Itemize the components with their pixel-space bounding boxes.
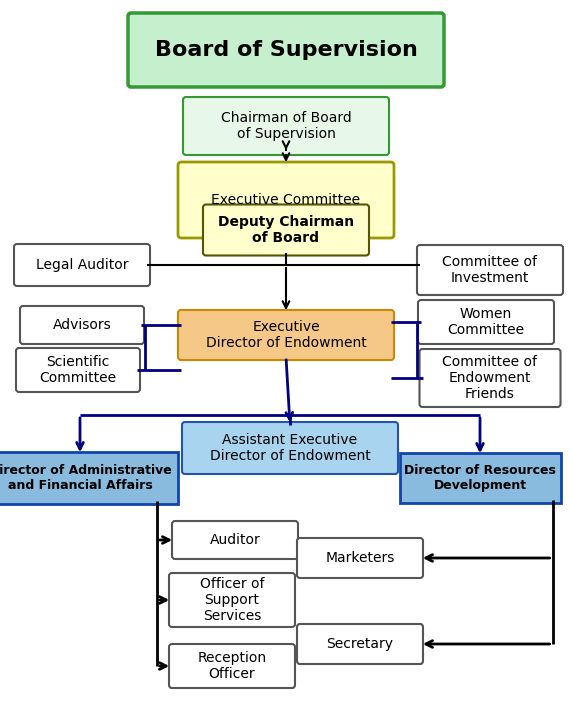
FancyBboxPatch shape <box>169 644 295 688</box>
FancyBboxPatch shape <box>400 453 561 503</box>
FancyBboxPatch shape <box>418 300 554 344</box>
FancyBboxPatch shape <box>183 97 389 155</box>
FancyBboxPatch shape <box>178 162 394 238</box>
FancyBboxPatch shape <box>417 245 563 295</box>
FancyBboxPatch shape <box>169 573 295 627</box>
Text: Marketers: Marketers <box>325 551 395 565</box>
Text: Scientific
Committee: Scientific Committee <box>39 355 116 385</box>
Text: Executive Committee: Executive Committee <box>211 193 360 207</box>
Text: Assistant Executive
Director of Endowment: Assistant Executive Director of Endowmen… <box>210 433 371 463</box>
Text: Deputy Chairman
of Board: Deputy Chairman of Board <box>218 215 354 245</box>
FancyBboxPatch shape <box>128 13 444 87</box>
FancyBboxPatch shape <box>0 452 178 504</box>
FancyBboxPatch shape <box>178 310 394 360</box>
Text: Director of Resources
Development: Director of Resources Development <box>404 464 556 492</box>
FancyBboxPatch shape <box>297 624 423 664</box>
FancyBboxPatch shape <box>203 205 369 255</box>
Text: Secretary: Secretary <box>327 637 393 651</box>
FancyBboxPatch shape <box>14 244 150 286</box>
Text: Executive
Director of Endowment: Executive Director of Endowment <box>206 320 367 350</box>
FancyBboxPatch shape <box>182 422 398 474</box>
FancyBboxPatch shape <box>420 349 561 407</box>
Text: Director of Administrative
and Financial Affairs: Director of Administrative and Financial… <box>0 464 171 492</box>
FancyBboxPatch shape <box>20 306 144 344</box>
Text: Officer of
Support
Services: Officer of Support Services <box>200 577 264 624</box>
Text: Committee of
Endowment
Friends: Committee of Endowment Friends <box>443 355 537 401</box>
Text: Women
Committee: Women Committee <box>448 307 525 337</box>
Text: Reception
Officer: Reception Officer <box>198 651 267 681</box>
Text: Legal Auditor: Legal Auditor <box>36 258 128 272</box>
Text: Committee of
Investment: Committee of Investment <box>443 255 537 285</box>
Text: Auditor: Auditor <box>210 533 260 547</box>
Text: Advisors: Advisors <box>53 318 111 332</box>
FancyBboxPatch shape <box>297 538 423 578</box>
Text: Chairman of Board
of Supervision: Chairman of Board of Supervision <box>220 111 351 141</box>
Text: Board of Supervision: Board of Supervision <box>155 40 417 60</box>
FancyBboxPatch shape <box>172 521 298 559</box>
FancyBboxPatch shape <box>16 348 140 392</box>
